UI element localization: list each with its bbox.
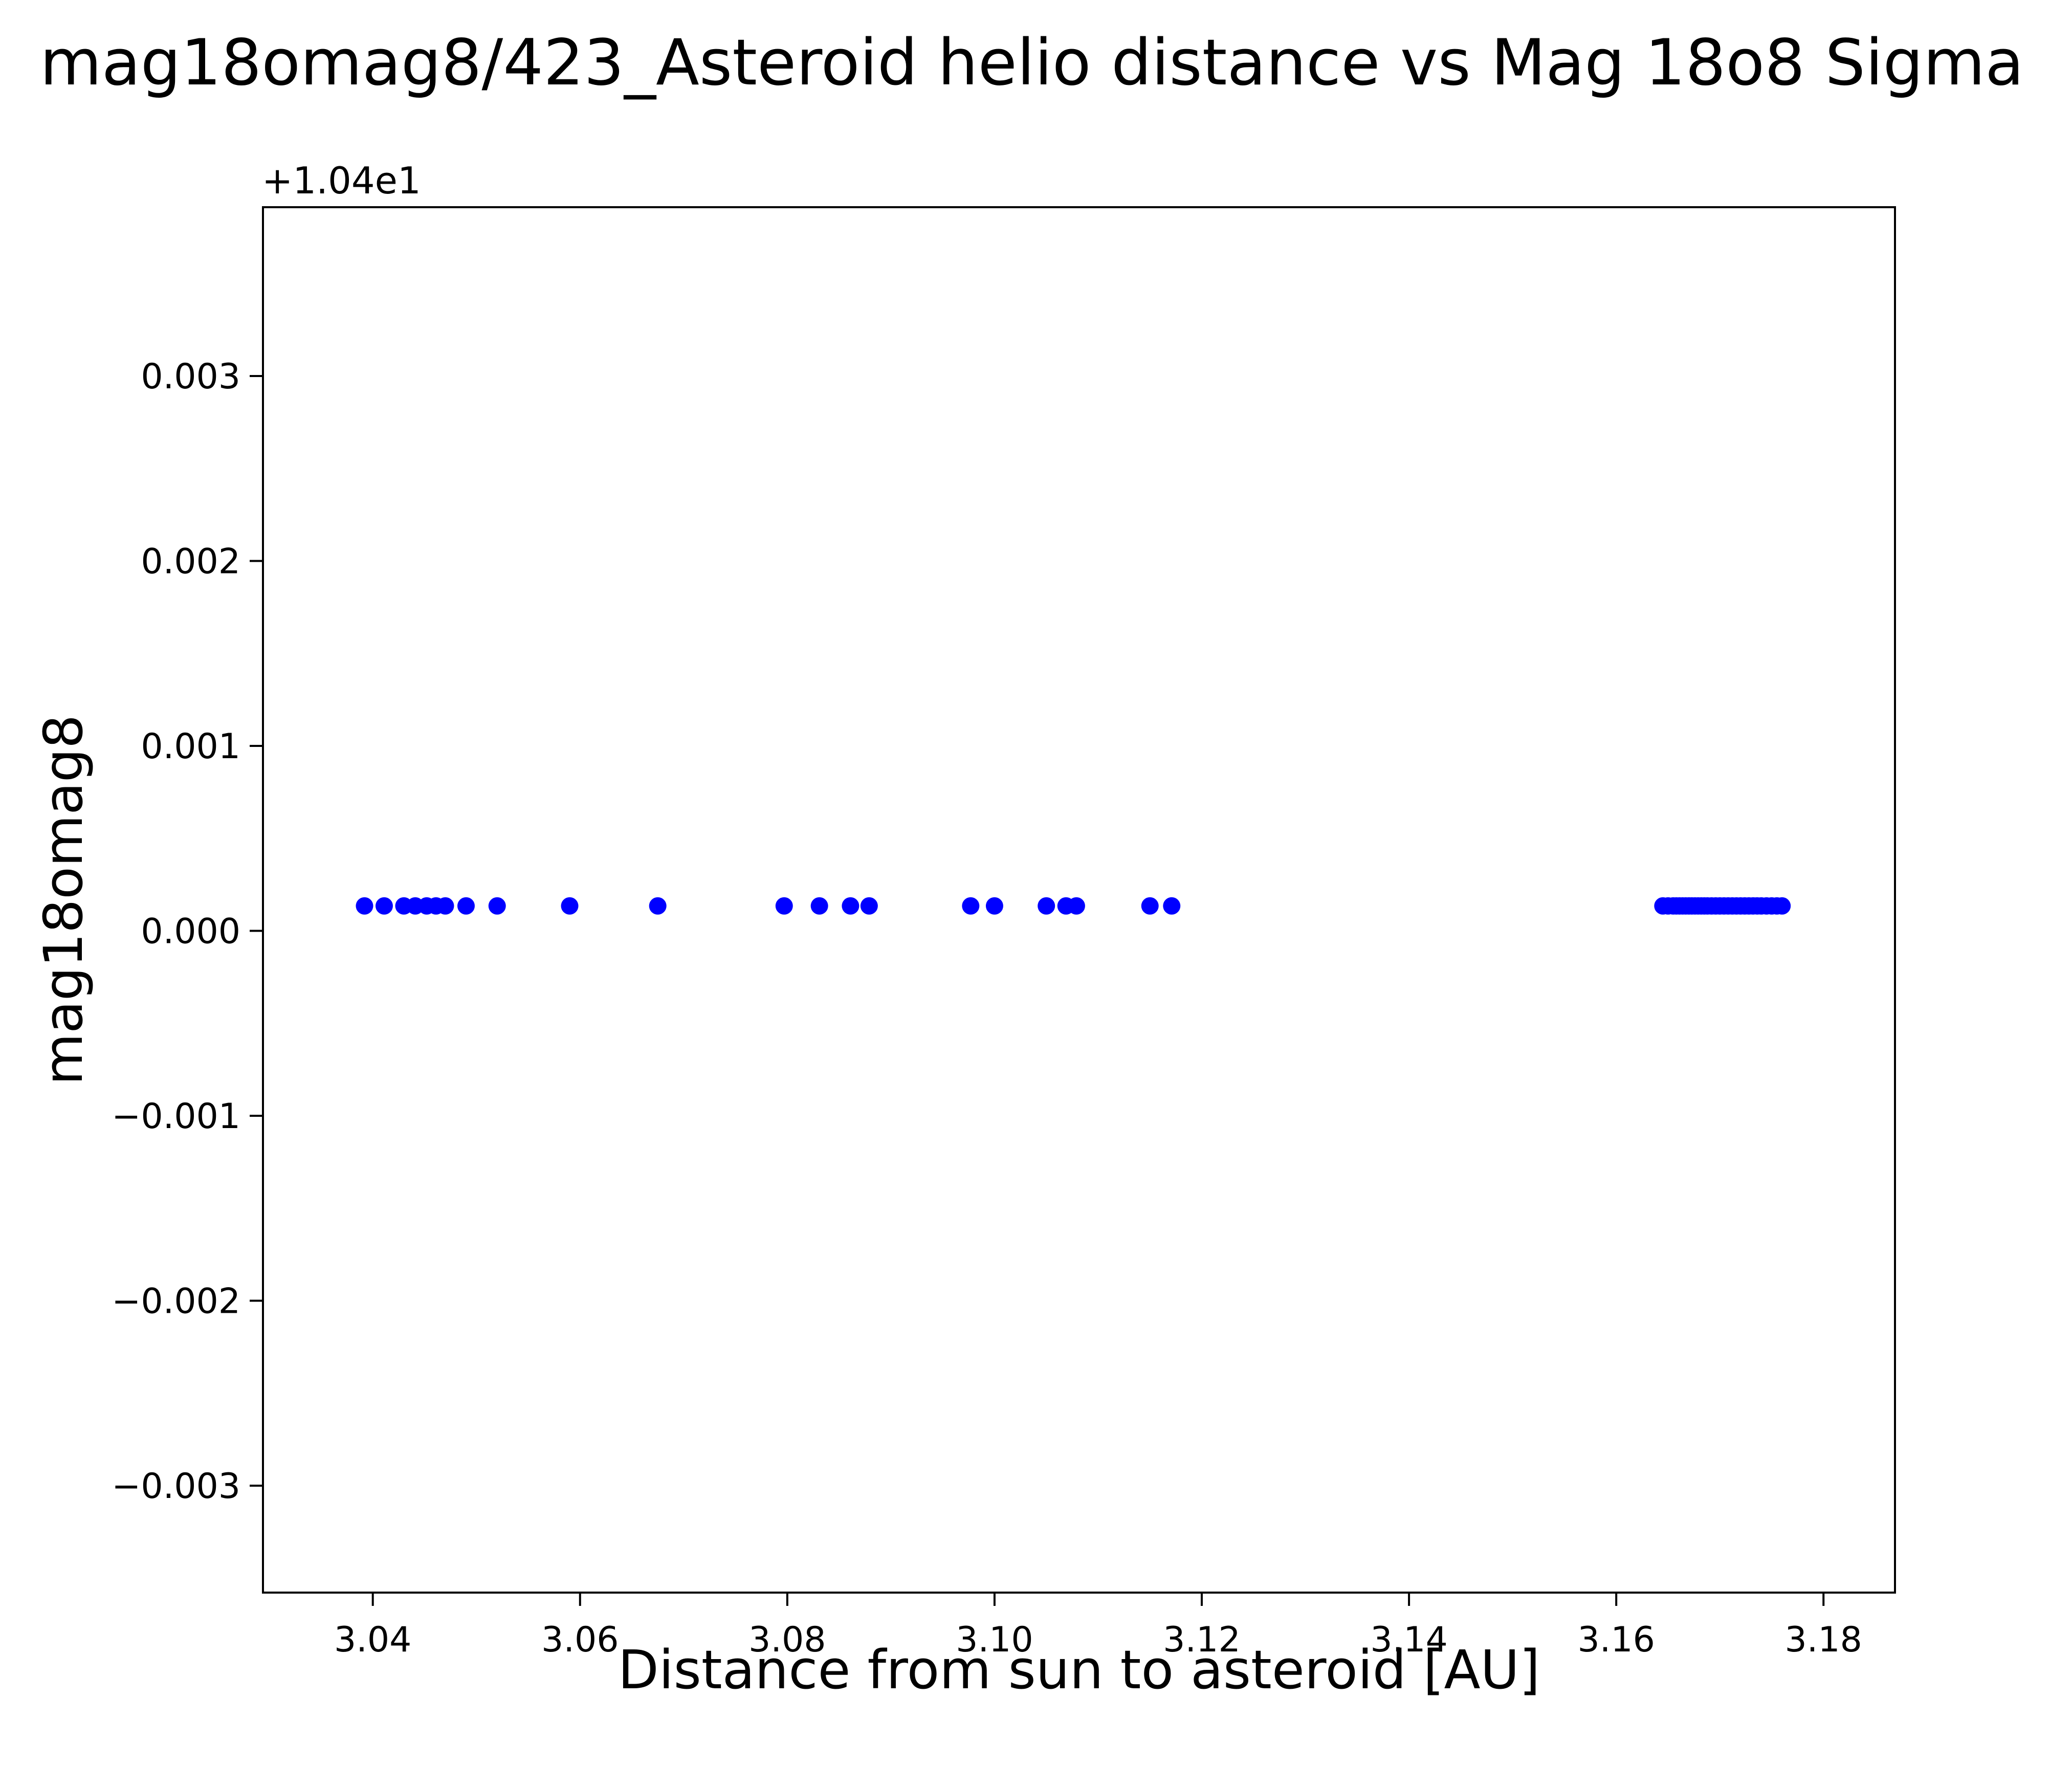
y-axis-offset-label: +1.04e1 [262, 159, 421, 202]
y-tick-label: 0.002 [141, 542, 240, 582]
data-point [488, 897, 506, 915]
data-point [985, 897, 1003, 915]
data-point [810, 897, 828, 915]
x-axis-ticks: 3.04 3.06 3.08 3.10 3.12 3.14 3.16 3.18 [334, 1593, 1862, 1660]
data-point [842, 897, 859, 915]
scatter-points [356, 897, 1791, 915]
chart-title: mag18omag8/423_Asteroid helio distance v… [40, 26, 2024, 100]
y-tick-label: 0.000 [141, 912, 240, 952]
data-point [1038, 897, 1055, 915]
y-tick-label: −0.003 [112, 1466, 240, 1507]
y-tick-label: 0.003 [141, 357, 240, 397]
data-point [1163, 897, 1181, 915]
x-tick-label: 3.04 [334, 1620, 411, 1660]
x-tick-label: 3.14 [1370, 1620, 1447, 1660]
data-point [561, 897, 579, 915]
x-tick-label: 3.10 [956, 1620, 1033, 1660]
data-point [356, 897, 373, 915]
data-point [1067, 897, 1085, 915]
data-point [457, 897, 475, 915]
y-tick-label: −0.001 [112, 1096, 240, 1137]
data-point [649, 897, 667, 915]
x-axis-label: Distance from sun to asteroid [AU] [618, 1639, 1540, 1701]
y-axis-ticks: −0.003 −0.002 −0.001 0.000 0.001 0.002 0.003 [112, 357, 263, 1507]
x-tick-label: 3.12 [1163, 1620, 1240, 1660]
x-tick-label: 3.08 [748, 1620, 826, 1660]
y-tick-label: −0.002 [112, 1282, 240, 1322]
data-point [1773, 897, 1791, 915]
data-point [860, 897, 878, 915]
x-tick-label: 3.06 [541, 1620, 619, 1660]
data-point [1141, 897, 1159, 915]
x-tick-label: 3.18 [1785, 1620, 1862, 1660]
data-point [436, 897, 454, 915]
data-point [962, 897, 980, 915]
x-tick-label: 3.16 [1577, 1620, 1655, 1660]
plot-area [262, 206, 1896, 1594]
y-axis-label: mag18omag8 [32, 715, 95, 1085]
data-point [775, 897, 793, 915]
y-tick-label: 0.001 [141, 726, 240, 767]
data-point [375, 897, 393, 915]
